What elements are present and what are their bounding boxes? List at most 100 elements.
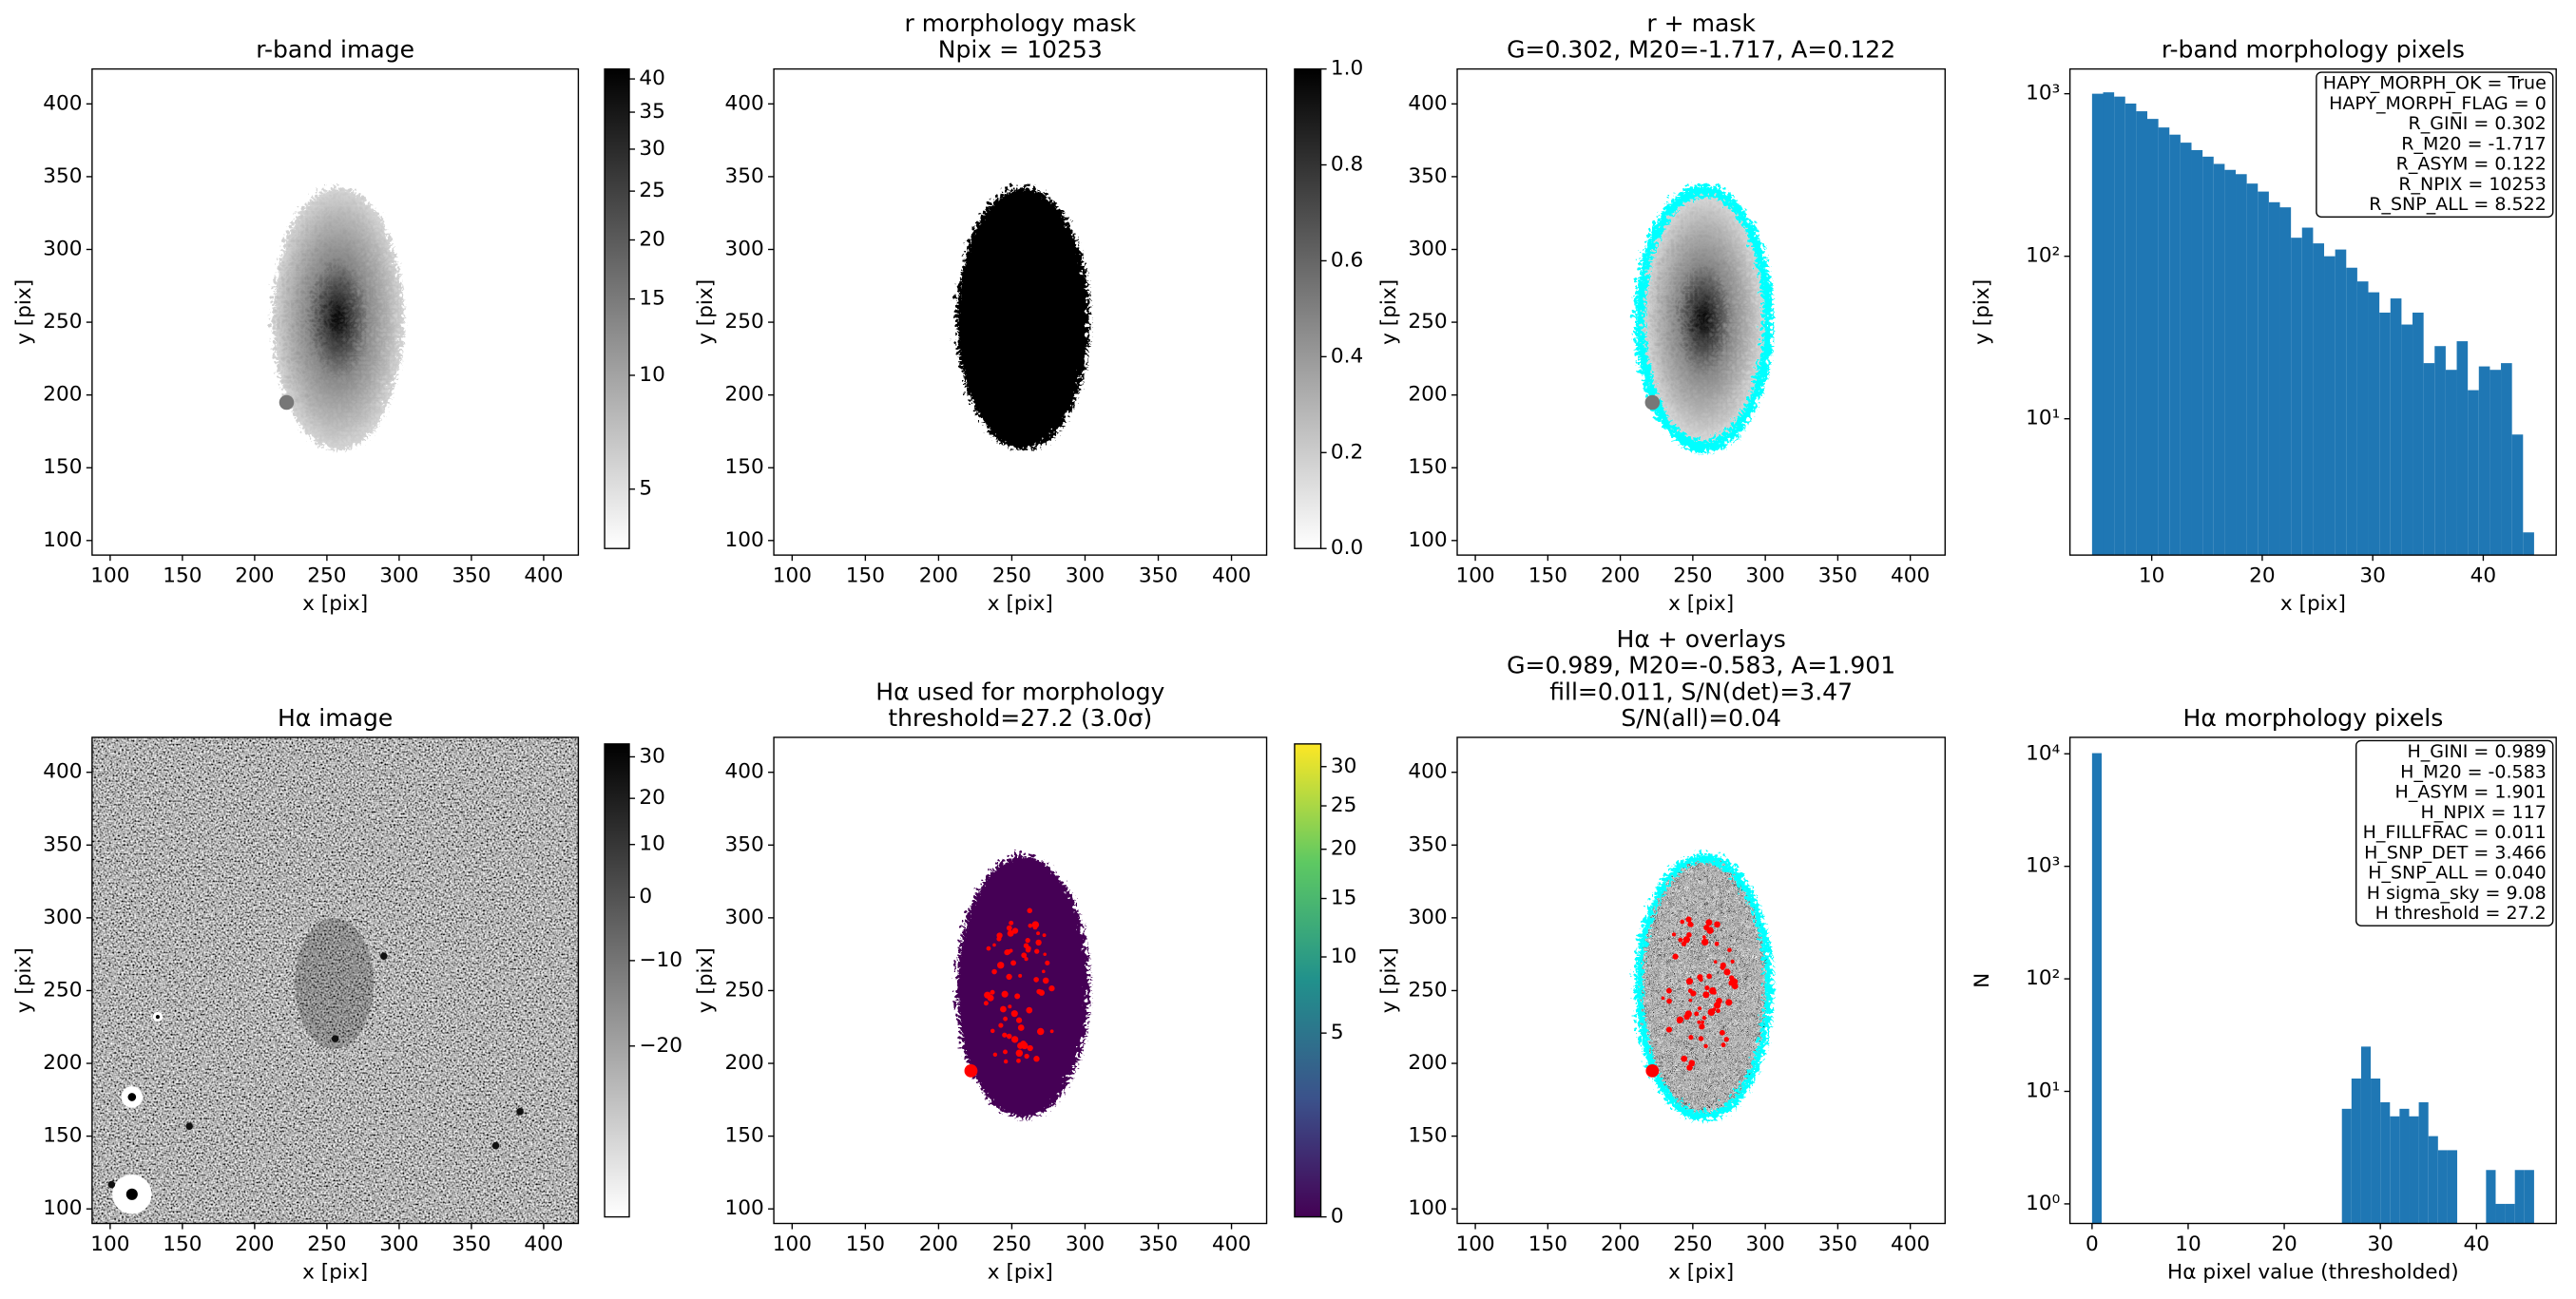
detected-pixel (1045, 960, 1050, 965)
y-tick-label: 100 (724, 1196, 763, 1220)
y-tick-label: 400 (1408, 760, 1447, 784)
detected-pixel (1697, 1020, 1701, 1024)
detected-pixel (1015, 1049, 1024, 1058)
bar (2511, 434, 2524, 556)
y-tick-label: 350 (724, 164, 763, 188)
detected-pixel (1006, 973, 1012, 981)
y-tick-label: 400 (1408, 91, 1447, 115)
annotation-line: HAPY_MORPH_OK = True (2323, 73, 2547, 94)
x-tick-label: 150 (846, 564, 885, 588)
annotation-line: R_M20 = -1.717 (2401, 133, 2547, 154)
detected-pixel (1694, 1011, 1700, 1017)
bar (2445, 370, 2457, 556)
panel-title: r + mask (1646, 10, 1756, 37)
plot-area (2091, 92, 2534, 556)
detected-pixel (1014, 993, 1021, 1000)
bar (2291, 238, 2302, 556)
colorbar-tick-label: 20 (639, 227, 664, 251)
detected-pixel (1701, 1015, 1707, 1021)
bar (2346, 267, 2357, 556)
colorbar-tick-label: 25 (639, 179, 664, 202)
panel-title: r morphology mask (904, 10, 1136, 37)
detected-pixel (1036, 988, 1042, 995)
x-tick-label: 300 (1066, 1232, 1105, 1256)
detected-pixel (1683, 1013, 1690, 1021)
annotation-line: R_GINI = 0.302 (2409, 113, 2547, 134)
detected-pixel (1685, 916, 1692, 923)
y-tick-label: 300 (1408, 237, 1447, 260)
detected-pixel (1681, 941, 1687, 946)
x-tick-label: 0 (2086, 1232, 2099, 1256)
detected-pixel (1018, 973, 1023, 978)
annotation-line: H_M20 = -0.583 (2400, 761, 2547, 782)
panel-title: Hα + overlays (1616, 625, 1785, 653)
detected-pixel (1034, 948, 1040, 954)
x-axis-label: x [pix] (988, 1260, 1053, 1284)
x-tick-label: 250 (307, 564, 346, 588)
annotation-box (2355, 739, 2554, 926)
y-tick-label: 10² (2026, 244, 2060, 268)
bar (2236, 174, 2247, 556)
x-tick-label: 200 (919, 564, 958, 588)
x-tick-label: 350 (1139, 1232, 1178, 1256)
y-axis-label: y [pix] (694, 947, 718, 1013)
colorbar-tick-label: 1.0 (1331, 57, 1363, 81)
annotation-line: H_SNP_DET = 3.466 (2364, 842, 2547, 863)
y-tick-label: 250 (43, 978, 82, 1002)
detected-pixel (986, 946, 991, 951)
detected-pixel (1000, 1005, 1007, 1013)
x-tick-label: 350 (452, 1232, 490, 1256)
y-tick-label: 150 (43, 455, 82, 479)
detected-pixel (1712, 990, 1717, 995)
colorbar-tick-label: 0.8 (1331, 153, 1363, 177)
x-tick-label: 300 (1066, 564, 1105, 588)
bar (2505, 1203, 2515, 1224)
bar (2158, 127, 2170, 556)
axes-frame (773, 736, 1268, 1225)
detected-pixel (1003, 1049, 1008, 1055)
dark-source (516, 1108, 524, 1116)
x-tick-label: 100 (773, 1232, 812, 1256)
colorbar-tick-label: 0.0 (1331, 536, 1363, 560)
colorbar-tick-label: 10 (639, 832, 664, 856)
x-tick-label: 100 (90, 1232, 129, 1256)
x-tick-label: 40 (2464, 1232, 2489, 1256)
x-tick-label: 200 (919, 1232, 958, 1256)
y-tick-label: 200 (43, 1051, 82, 1075)
y-tick-label: 350 (43, 832, 82, 856)
x-tick-label: 100 (1455, 564, 1494, 588)
bar (2213, 163, 2225, 556)
detected-pixel (1011, 1036, 1019, 1043)
y-tick-label: 400 (724, 760, 763, 784)
y-tick-label: 10⁴ (2026, 741, 2060, 765)
x-tick-label: 250 (1673, 1232, 1712, 1256)
detected-pixel (1671, 932, 1677, 937)
detected-pixel (1698, 1036, 1704, 1041)
detected-pixel (1025, 946, 1031, 953)
bar (2486, 1170, 2496, 1224)
x-tick-label: 250 (1673, 564, 1712, 588)
detected-pixel (1725, 999, 1733, 1006)
bar (2360, 1046, 2372, 1224)
x-tick-label: 200 (1601, 564, 1640, 588)
y-tick-label: 300 (724, 906, 763, 929)
detected-pixel (1714, 941, 1720, 946)
panel-title: r-band image (256, 36, 414, 64)
mask (952, 183, 1086, 447)
colorbar-tick-label: 10 (1331, 945, 1356, 968)
x-tick-label: 400 (1212, 1232, 1251, 1256)
detected-pixel (1731, 978, 1739, 985)
detected-pixel (1021, 1041, 1028, 1050)
detected-pixel (983, 1001, 989, 1006)
detected-pixel (1003, 1016, 1009, 1022)
y-axis-label: y [pix] (694, 279, 718, 345)
colorbar (604, 67, 630, 549)
detected-pixel (1702, 935, 1706, 939)
galaxy (1641, 192, 1759, 437)
colorbar-tick-label: 30 (639, 137, 664, 161)
y-tick-label: 250 (1408, 978, 1447, 1002)
y-tick-label: 100 (43, 528, 82, 552)
axes-frame (2068, 67, 2557, 556)
annotation-line: H_GINI = 0.989 (2407, 741, 2546, 762)
y-tick-label: 250 (43, 310, 82, 334)
